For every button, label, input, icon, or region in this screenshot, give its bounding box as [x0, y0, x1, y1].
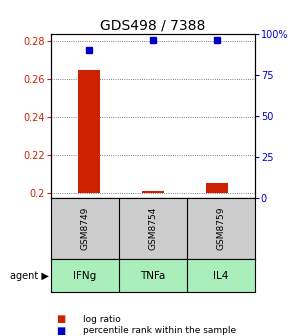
- Text: IL4: IL4: [213, 270, 229, 281]
- Text: TNFa: TNFa: [140, 270, 166, 281]
- Bar: [78, 70, 100, 193]
- Text: ■: ■: [57, 314, 66, 324]
- Text: ■: ■: [57, 326, 66, 336]
- Text: IFNg: IFNg: [73, 270, 97, 281]
- Text: GSM8754: GSM8754: [148, 207, 157, 250]
- Text: log ratio: log ratio: [83, 315, 120, 324]
- Text: percentile rank within the sample: percentile rank within the sample: [83, 327, 236, 335]
- Text: GSM8759: GSM8759: [217, 207, 226, 250]
- Bar: [206, 183, 228, 193]
- Text: GSM8749: GSM8749: [80, 207, 89, 250]
- Bar: [142, 191, 164, 193]
- Title: GDS498 / 7388: GDS498 / 7388: [100, 18, 206, 33]
- Text: agent ▶: agent ▶: [10, 270, 49, 281]
